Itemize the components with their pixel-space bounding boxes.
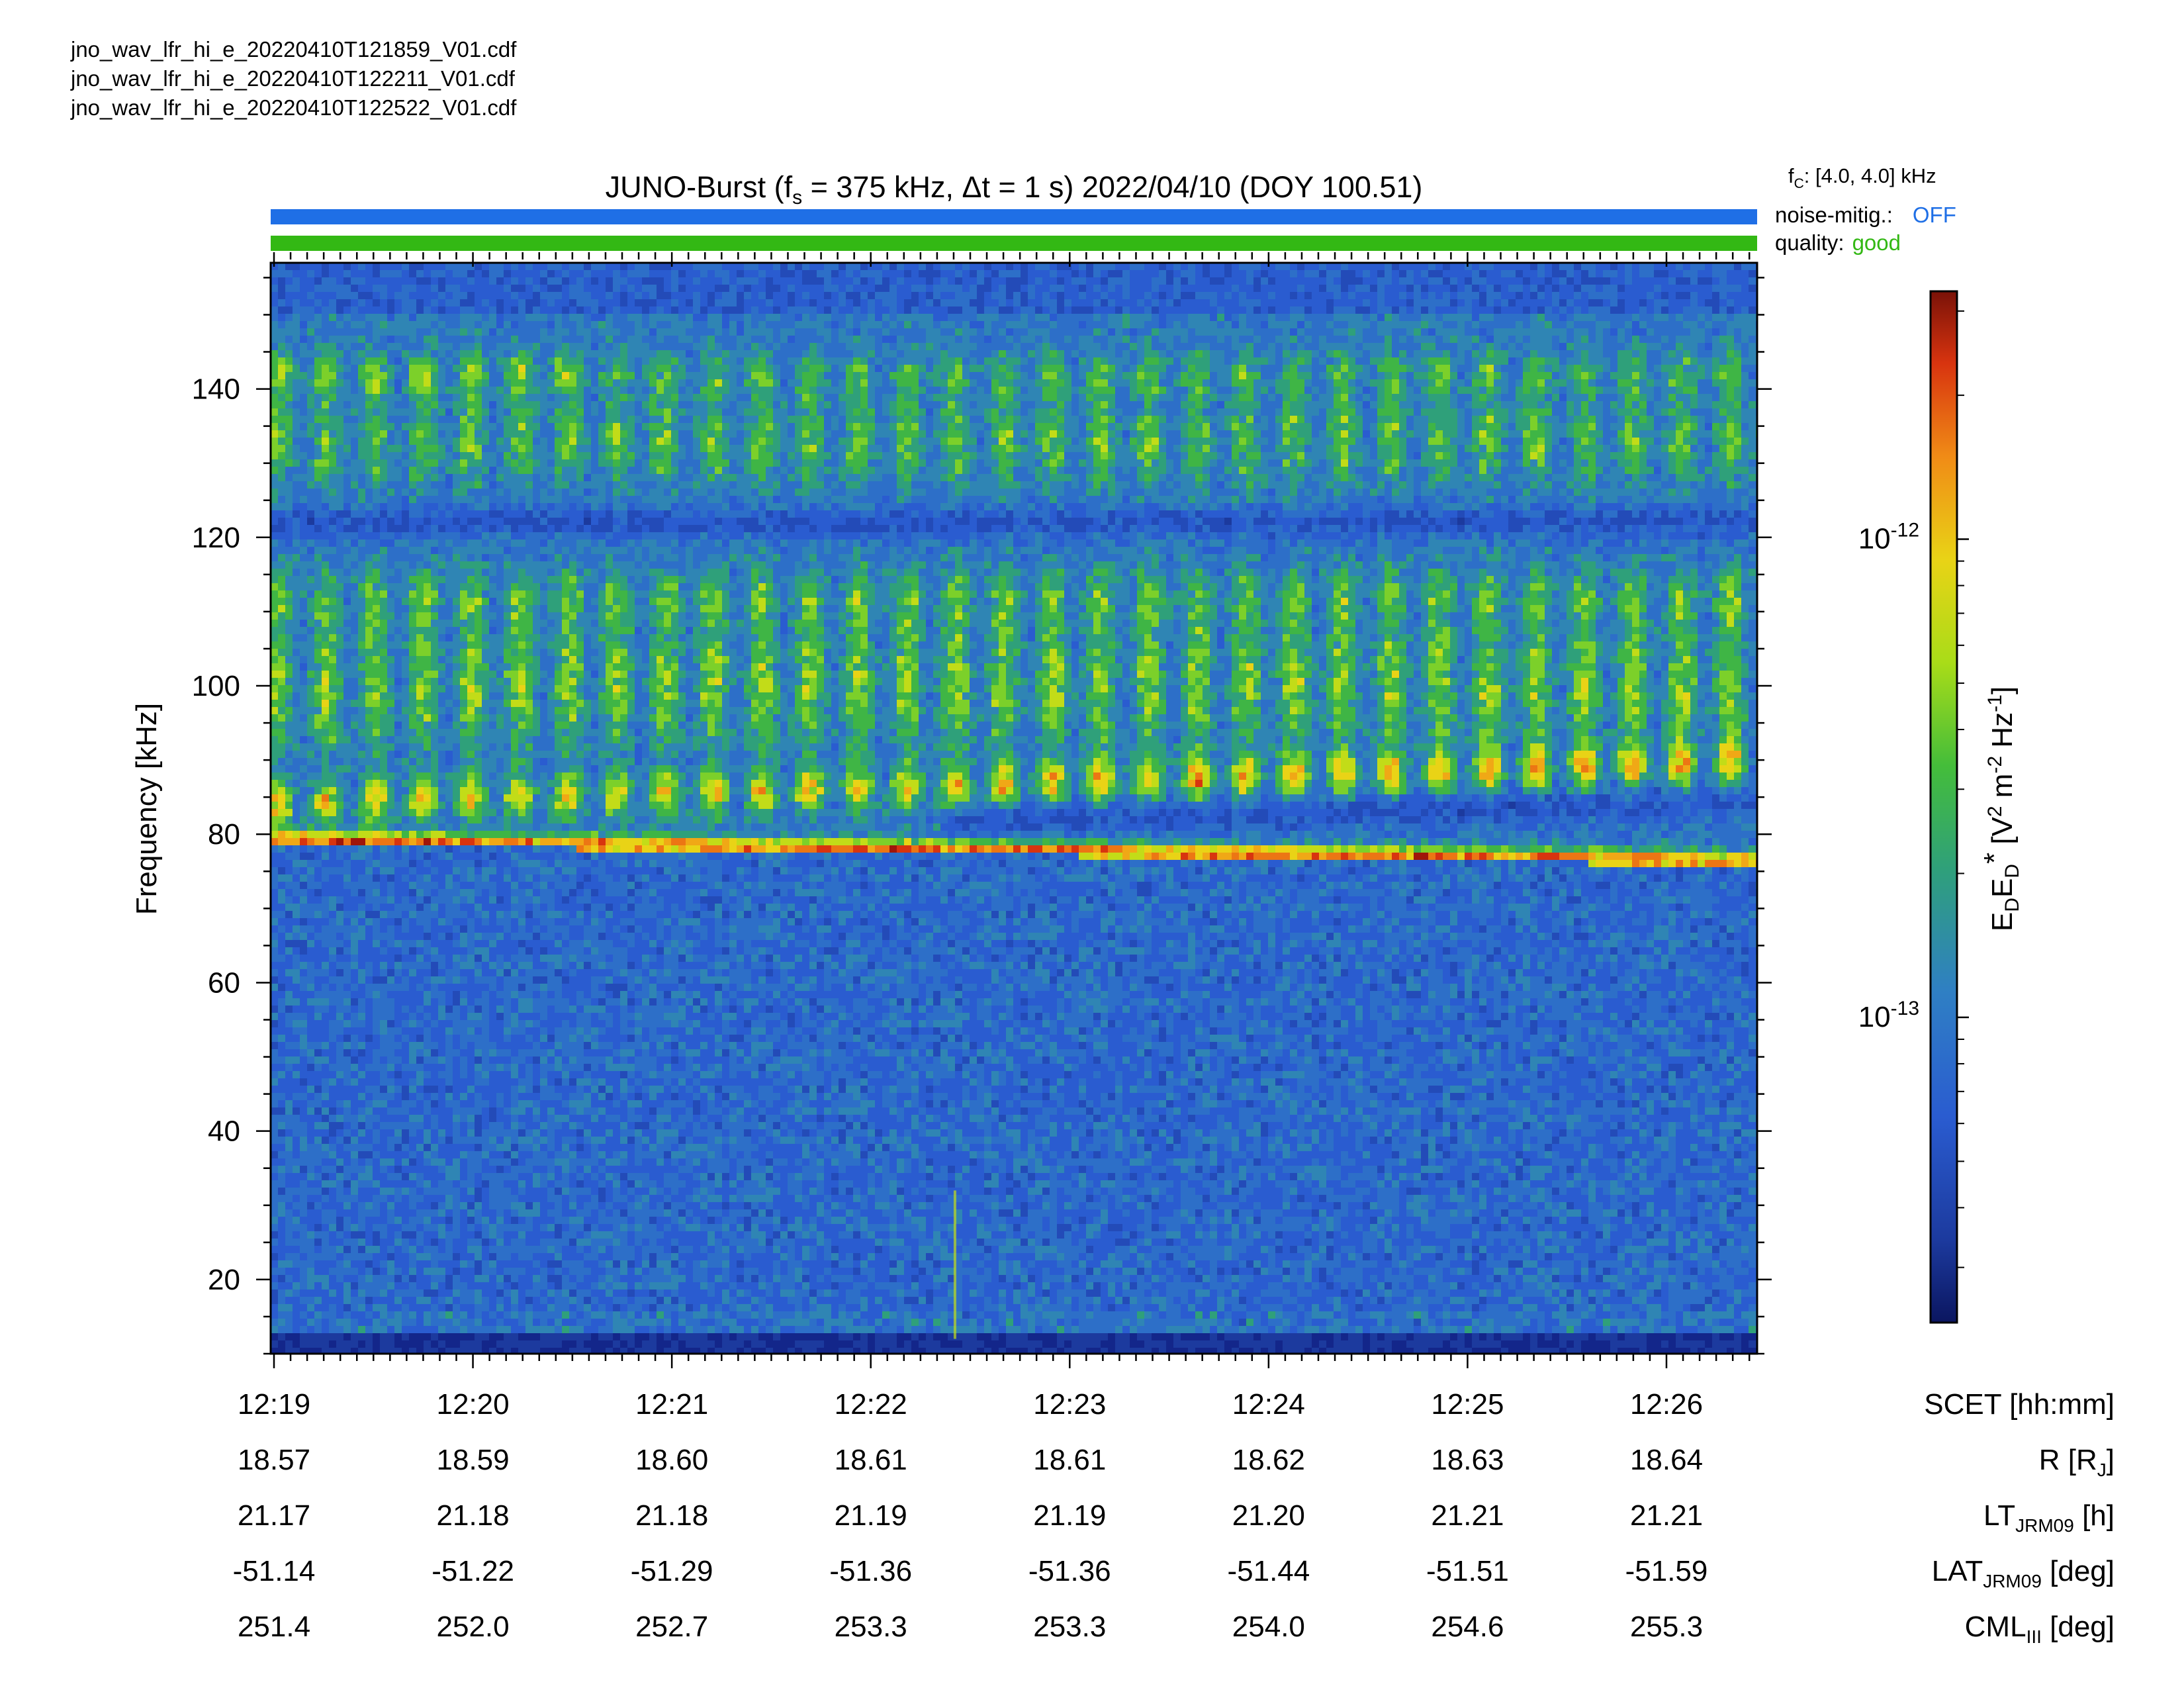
colorbar-ticks: 10-12 10-13 — [1858, 310, 1969, 1268]
x-axis — [273, 252, 1751, 1368]
quality-bar — [271, 236, 1757, 251]
colorbar-tick-label: 10-12 — [1858, 520, 1919, 555]
ephemeris-value: 21.21 — [1431, 1499, 1504, 1532]
spectrogram-image — [271, 263, 1757, 1354]
ephemeris-value: 21.19 — [835, 1499, 907, 1532]
file-name: jno_wav_lfr_hi_e_20220410T121859_V01.cdf — [70, 37, 517, 62]
x-tick-label: 12:23 — [1033, 1388, 1106, 1421]
ephemeris-value: 18.63 — [1431, 1444, 1504, 1476]
y-axis: 20 40 60 80 100 120 140 — [192, 277, 1772, 1355]
x-tick-label: 12:20 — [437, 1388, 510, 1421]
ephemeris-value: 18.61 — [1033, 1444, 1106, 1476]
plot-title: JUNO-Burst (fs = 375 kHz, Δt = 1 s) 2022… — [606, 170, 1423, 209]
ephemeris-value: -51.29 — [631, 1555, 713, 1587]
x-tick-label: 12:21 — [635, 1388, 708, 1421]
y-tick-label: 40 — [208, 1115, 240, 1148]
ephemeris-value: 21.19 — [1033, 1499, 1106, 1532]
ephemeris-value: 21.20 — [1232, 1499, 1305, 1532]
ephemeris-value: 253.3 — [835, 1611, 907, 1643]
colorbar-tick-label: 10-13 — [1858, 998, 1919, 1033]
colorbar-label: EDED* [V2 m-2 Hz-1] — [1978, 686, 2023, 931]
ephemeris-row-label: R [RJ] — [2039, 1444, 2115, 1480]
noise-mitigation-bar — [271, 209, 1757, 224]
quality-label: quality: good — [1775, 230, 1901, 255]
ephemeris-value: 21.21 — [1630, 1499, 1703, 1532]
ephemeris-value: -51.14 — [233, 1555, 316, 1587]
ephemeris-row-label: SCET [hh:mm] — [1924, 1388, 2115, 1421]
ephemeris-value: 18.64 — [1630, 1444, 1703, 1476]
ephemeris-value: 18.57 — [238, 1444, 310, 1476]
ephemeris-value: 251.4 — [238, 1611, 310, 1643]
ephemeris-table: 12:19 12:20 12:21 12:22 12:23 12:24 12:25 12:26… — [233, 1388, 2115, 1647]
ephemeris-value: -51.44 — [1227, 1555, 1310, 1587]
ephemeris-value: -51.59 — [1625, 1555, 1708, 1587]
ephemeris-value: -51.36 — [1028, 1555, 1111, 1587]
ephemeris-value: 252.0 — [437, 1611, 510, 1643]
ephemeris-value: 18.59 — [437, 1444, 510, 1476]
y-tick-label: 60 — [208, 966, 240, 999]
ephemeris-row-label: LTJRM09 [h] — [1983, 1499, 2115, 1536]
ephemeris-value: 18.61 — [835, 1444, 907, 1476]
file-name: jno_wav_lfr_hi_e_20220410T122522_V01.cdf — [70, 95, 517, 120]
ephemeris-value: -51.36 — [829, 1555, 912, 1587]
file-name: jno_wav_lfr_hi_e_20220410T122211_V01.cdf — [70, 66, 516, 91]
ephemeris-value: -51.51 — [1426, 1555, 1509, 1587]
file-list: jno_wav_lfr_hi_e_20220410T121859_V01.cdf… — [70, 37, 517, 120]
ephemeris-value: 21.18 — [437, 1499, 510, 1532]
colorbar — [1929, 290, 1958, 1324]
x-tick-label: 12:19 — [238, 1388, 310, 1421]
ephemeris-value: 253.3 — [1033, 1611, 1106, 1643]
ephemeris-value: 252.7 — [635, 1611, 708, 1643]
ephemeris-value: 18.60 — [635, 1444, 708, 1476]
y-tick-label: 120 — [192, 522, 240, 554]
x-tick-label: 12:24 — [1232, 1388, 1305, 1421]
fc-label: fC: [4.0, 4.0] kHz — [1788, 164, 1936, 191]
x-tick-label: 12:25 — [1431, 1388, 1504, 1421]
ephemeris-value: 21.17 — [238, 1499, 310, 1532]
ephemeris-value: 254.6 — [1431, 1611, 1504, 1643]
ephemeris-value: -51.22 — [432, 1555, 514, 1587]
ephemeris-row-label: CMLIII [deg] — [1965, 1611, 2115, 1647]
y-tick-label: 20 — [208, 1264, 240, 1296]
x-tick-label: 12:26 — [1630, 1388, 1703, 1421]
ephemeris-value: 21.18 — [635, 1499, 708, 1532]
ephemeris-value: 18.62 — [1232, 1444, 1305, 1476]
y-tick-label: 140 — [192, 373, 240, 406]
ephemeris-value: 255.3 — [1630, 1611, 1703, 1643]
ephemeris-value: 254.0 — [1232, 1611, 1305, 1643]
ephemeris-row-label: LATJRM09 [deg] — [1932, 1555, 2115, 1591]
noise-mitigation-label: noise-mitig.: OFF — [1775, 203, 1956, 227]
y-tick-label: 100 — [192, 670, 240, 702]
y-axis-label: Frequency [kHz] — [130, 703, 163, 915]
x-tick-label: 12:22 — [835, 1388, 907, 1421]
y-tick-label: 80 — [208, 818, 240, 851]
plot-frame — [269, 261, 1758, 1355]
